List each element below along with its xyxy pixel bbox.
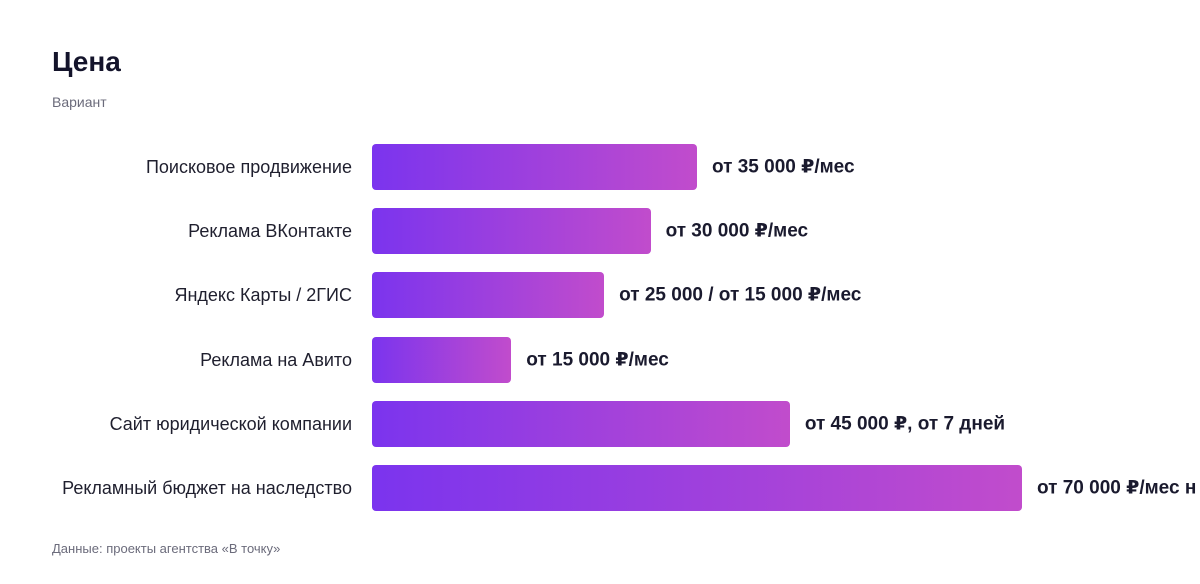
value-label: от 15 000 ₽/мес	[526, 349, 669, 371]
value-label: от 30 000 ₽/мес	[665, 220, 809, 242]
chart-subtitle: Вариант	[52, 94, 107, 110]
category-label: Реклама ВКонтакте	[188, 221, 352, 242]
bar	[372, 400, 790, 447]
source-note: Данные: проекты агентства «В точку»	[52, 541, 281, 556]
category-label: Реклама на Авито	[200, 349, 352, 370]
bar	[372, 272, 605, 319]
value-label: от 70 000 ₽/мес н	[1037, 477, 1197, 499]
category-label: Рекламный бюджет на наследство	[62, 478, 352, 498]
category-label: Яндекс Карты / 2ГИС	[174, 285, 352, 306]
bar	[372, 208, 651, 255]
bar	[372, 144, 697, 190]
value-label: от 25 000 / от 15 000 ₽/мес	[619, 284, 862, 306]
category-label: Поисковое продвижение	[145, 157, 352, 177]
value-label: от 45 000 ₽, от 7 дней	[804, 413, 1006, 435]
category-label: Сайт юридической компании	[109, 413, 352, 434]
bar	[372, 465, 1022, 511]
chart-title: Цена	[52, 46, 121, 77]
bar	[372, 336, 512, 383]
value-label: от 35 000 ₽/мес	[712, 156, 855, 178]
